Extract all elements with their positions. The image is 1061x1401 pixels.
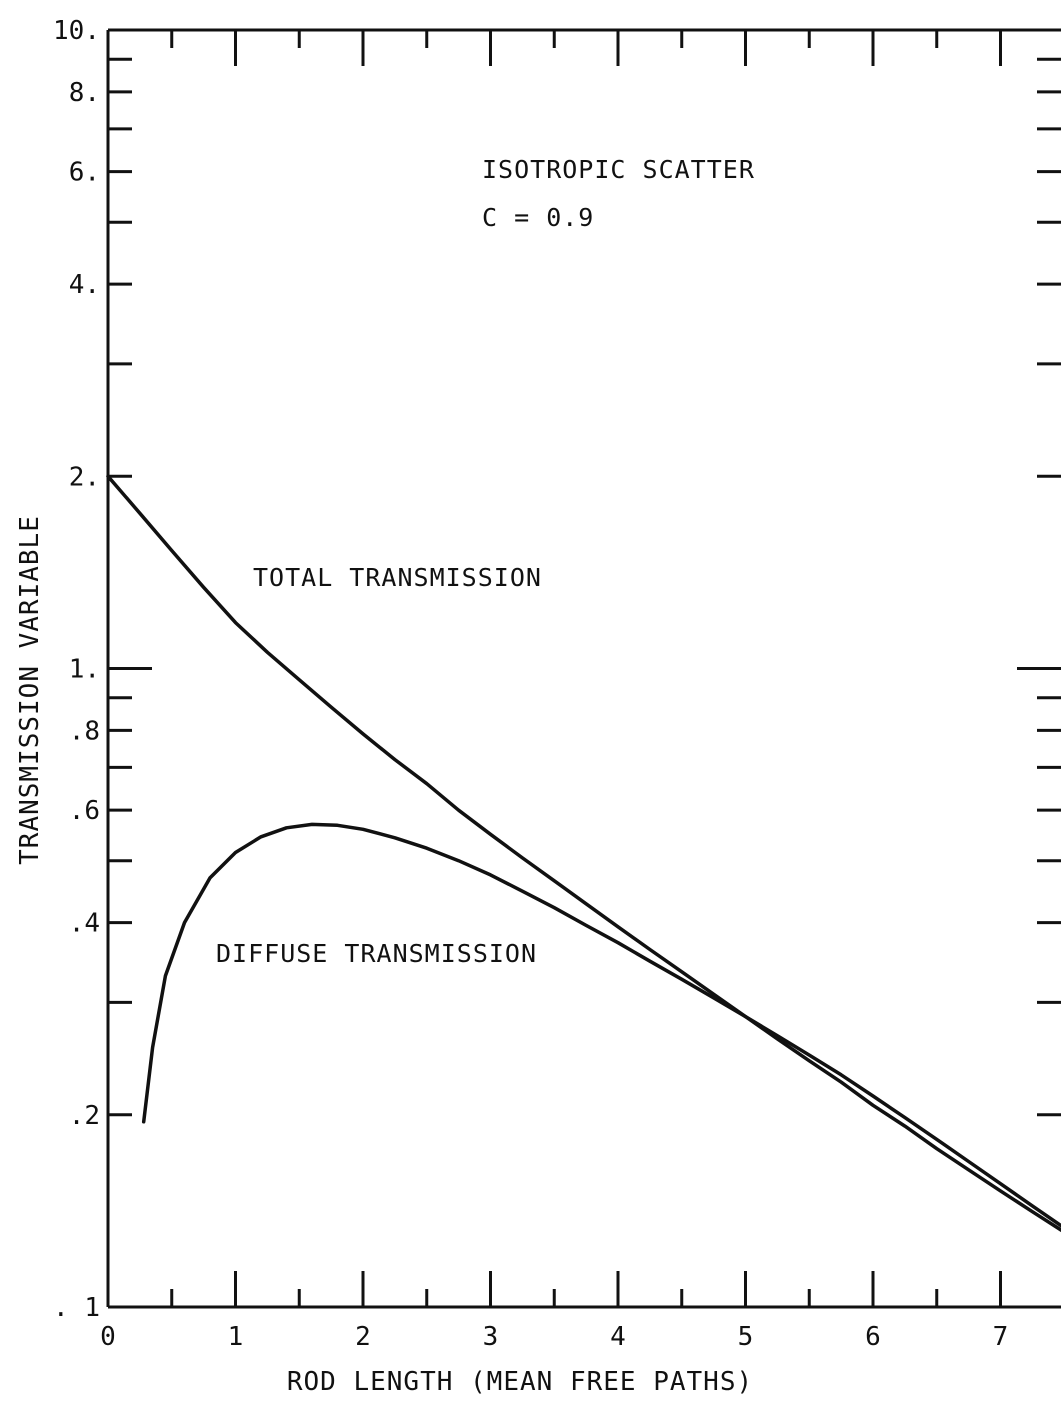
annotation-c-value: C = 0.9 xyxy=(482,203,594,232)
series-label-diffuse-transmission: DIFFUSE TRANSMISSION xyxy=(216,939,537,968)
x-tick-label: 5 xyxy=(738,1322,754,1352)
y-tick-label: .6 xyxy=(69,796,100,826)
y-tick-label: .2 xyxy=(69,1101,100,1131)
x-tick-label: 4 xyxy=(610,1322,626,1352)
y-axis-title: TRANSMISSION VARIABLE xyxy=(15,515,45,865)
y-tick-label: .8 xyxy=(69,716,100,746)
x-tick-label: 6 xyxy=(865,1322,881,1352)
x-tick-label: 2 xyxy=(355,1322,371,1352)
x-tick-label: 3 xyxy=(483,1322,499,1352)
y-tick-label: 4. xyxy=(69,270,100,300)
series-line-diffuse-transmission xyxy=(141,822,1061,1228)
y-tick-label: .4 xyxy=(69,909,100,939)
x-tick-label: 7 xyxy=(993,1322,1009,1352)
y-tick-label: 2. xyxy=(69,462,100,492)
tick-labels: 0 1 2 3 4 5 6 7 10. 8. 6. 4. 2. 1. .8 .6 .4 .2 . 1 xyxy=(53,16,1008,1352)
x-axis-title: ROD LENGTH (MEAN FREE PATHS) xyxy=(287,1367,753,1397)
y-tick-label: 6. xyxy=(69,158,100,188)
x-tick-label: 1 xyxy=(228,1322,244,1352)
y-tick-label: 8. xyxy=(69,78,100,108)
data-series xyxy=(106,474,1061,1233)
series-label-total-transmission: TOTAL TRANSMISSION xyxy=(253,563,542,592)
y-tick-label: . 1 xyxy=(53,1293,100,1323)
y-tick-label: 10. xyxy=(53,16,100,46)
annotation-isotropic-scatter: ISOTROPIC SCATTER xyxy=(482,155,755,184)
x-tick-label: 0 xyxy=(100,1322,116,1352)
axis-ticks xyxy=(106,28,1061,1309)
series-line-total-transmission xyxy=(106,474,1061,1233)
y-tick-label: 1. xyxy=(69,655,100,685)
